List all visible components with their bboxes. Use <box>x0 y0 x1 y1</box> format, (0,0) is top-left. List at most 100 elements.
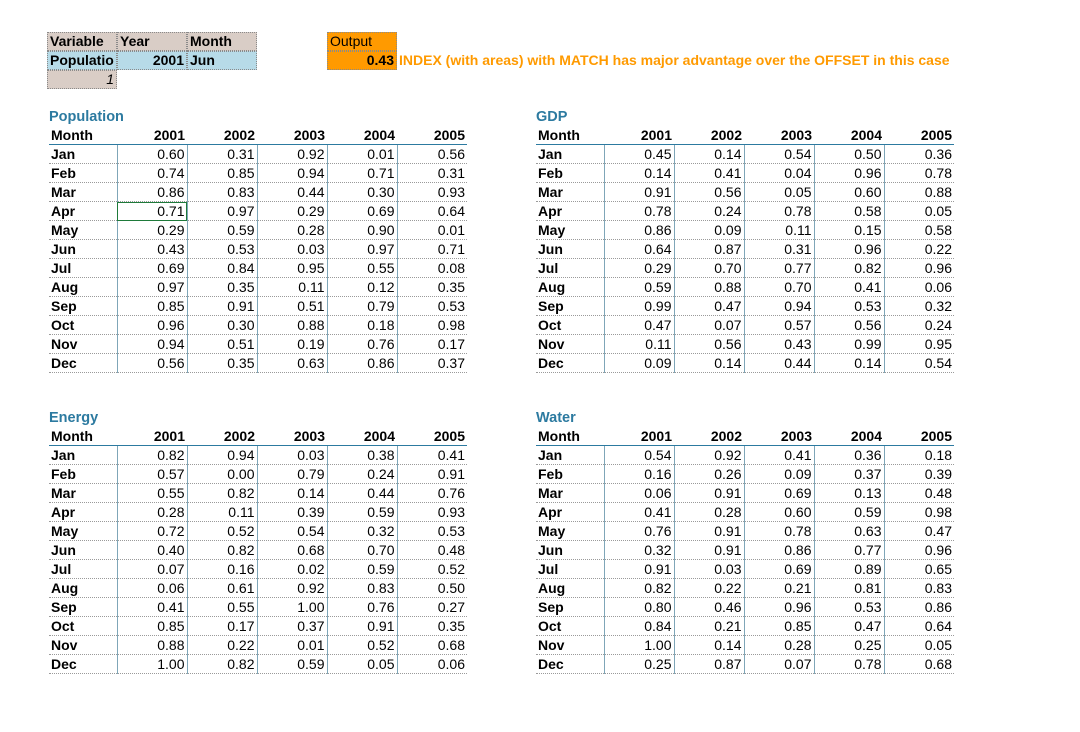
value-cell[interactable]: 0.56 <box>674 334 745 355</box>
month-cell[interactable]: Jul <box>536 258 605 279</box>
month-cell[interactable]: Aug <box>536 578 605 599</box>
month-cell[interactable]: Feb <box>536 464 605 485</box>
value-cell[interactable]: 0.88 <box>257 315 328 336</box>
value-cell[interactable]: 0.54 <box>884 353 954 374</box>
month-cell[interactable]: Feb <box>49 464 118 485</box>
value-cell[interactable]: 0.82 <box>187 483 258 504</box>
month-cell[interactable]: Oct <box>49 315 118 336</box>
value-cell[interactable]: 0.85 <box>744 616 815 637</box>
value-cell[interactable]: 0.14 <box>674 635 745 656</box>
value-cell[interactable]: 0.53 <box>187 239 258 260</box>
year-column-header[interactable]: 2001 <box>117 126 187 146</box>
value-cell[interactable]: 0.86 <box>327 353 398 374</box>
value-cell[interactable]: 0.99 <box>814 334 885 355</box>
value-cell[interactable]: 0.41 <box>744 445 815 466</box>
year-column-header[interactable]: 2004 <box>814 427 884 447</box>
value-cell[interactable]: 0.09 <box>674 220 745 241</box>
month-column-header[interactable]: Month <box>536 427 604 447</box>
value-cell[interactable]: 0.56 <box>117 353 188 374</box>
month-cell[interactable]: Jun <box>49 239 118 260</box>
month-cell[interactable]: Nov <box>49 635 118 656</box>
month-cell[interactable]: Feb <box>49 163 118 184</box>
value-cell[interactable]: 0.60 <box>814 182 885 203</box>
value-cell[interactable]: 0.38 <box>327 445 398 466</box>
month-cell[interactable]: Jan <box>49 445 118 466</box>
month-cell[interactable]: Oct <box>536 616 605 637</box>
value-cell[interactable]: 0.30 <box>327 182 398 203</box>
month-column-header[interactable]: Month <box>536 126 604 146</box>
month-cell[interactable]: Jan <box>49 144 118 165</box>
value-cell[interactable]: 0.28 <box>674 502 745 523</box>
month-column-header[interactable]: Month <box>49 126 117 146</box>
value-cell[interactable]: 0.99 <box>604 296 675 317</box>
value-cell[interactable]: 0.63 <box>814 521 885 542</box>
value-cell[interactable]: 0.89 <box>814 559 885 580</box>
value-cell[interactable]: 0.96 <box>744 597 815 618</box>
value-cell[interactable]: 0.35 <box>187 277 258 298</box>
value-cell[interactable]: 0.71 <box>397 239 467 260</box>
year-column-header[interactable]: 2002 <box>187 427 257 447</box>
value-cell[interactable]: 0.16 <box>604 464 675 485</box>
value-cell[interactable]: 0.24 <box>674 201 745 222</box>
value-cell[interactable]: 0.72 <box>117 521 188 542</box>
value-cell[interactable]: 0.16 <box>187 559 258 580</box>
month-cell[interactable]: Jul <box>49 559 118 580</box>
value-cell[interactable]: 0.88 <box>884 182 954 203</box>
value-cell[interactable]: 0.14 <box>674 353 745 374</box>
value-cell[interactable]: 0.78 <box>814 654 885 675</box>
value-cell[interactable]: 0.86 <box>604 220 675 241</box>
value-cell[interactable]: 0.60 <box>744 502 815 523</box>
year-column-header[interactable]: 2004 <box>814 126 884 146</box>
value-cell[interactable]: 1.00 <box>117 654 188 675</box>
value-cell[interactable]: 0.25 <box>814 635 885 656</box>
value-cell[interactable]: 0.02 <box>257 559 328 580</box>
value-cell[interactable]: 0.27 <box>397 597 467 618</box>
value-cell[interactable]: 0.83 <box>884 578 954 599</box>
value-cell[interactable]: 0.91 <box>604 559 675 580</box>
value-cell[interactable]: 0.64 <box>604 239 675 260</box>
month-cell[interactable]: Jul <box>49 258 118 279</box>
value-cell[interactable]: 0.07 <box>674 315 745 336</box>
value-cell[interactable]: 0.56 <box>397 144 467 165</box>
value-cell[interactable]: 0.70 <box>744 277 815 298</box>
month-header[interactable]: Month <box>187 32 257 51</box>
month-cell[interactable]: Dec <box>49 654 118 675</box>
value-cell[interactable]: 0.09 <box>604 353 675 374</box>
year-column-header[interactable]: 2002 <box>187 126 257 146</box>
month-cell[interactable]: Mar <box>536 483 605 504</box>
month-cell[interactable]: Apr <box>49 502 118 523</box>
value-cell[interactable]: 0.52 <box>397 559 467 580</box>
value-cell[interactable]: 0.77 <box>744 258 815 279</box>
value-cell[interactable]: 0.37 <box>257 616 328 637</box>
value-cell[interactable]: 0.85 <box>117 616 188 637</box>
value-cell[interactable]: 0.22 <box>674 578 745 599</box>
value-cell[interactable]: 0.59 <box>327 502 398 523</box>
value-cell[interactable]: 0.08 <box>397 258 467 279</box>
value-cell[interactable]: 0.18 <box>884 445 954 466</box>
value-cell[interactable]: 0.14 <box>257 483 328 504</box>
value-cell[interactable]: 0.86 <box>744 540 815 561</box>
value-cell[interactable]: 0.91 <box>327 616 398 637</box>
month-cell[interactable]: Dec <box>536 353 605 374</box>
year-column-header[interactable]: 2001 <box>117 427 187 447</box>
value-cell[interactable]: 0.29 <box>117 220 188 241</box>
month-cell[interactable]: Mar <box>49 182 118 203</box>
month-cell[interactable]: Aug <box>49 578 118 599</box>
value-cell[interactable]: 0.55 <box>117 483 188 504</box>
value-cell[interactable]: 0.88 <box>117 635 188 656</box>
value-cell[interactable]: 0.91 <box>674 483 745 504</box>
year-column-header[interactable]: 2005 <box>397 126 467 146</box>
value-cell[interactable]: 0.59 <box>814 502 885 523</box>
month-cell[interactable]: Mar <box>536 182 605 203</box>
value-cell[interactable]: 0.19 <box>257 334 328 355</box>
value-cell[interactable]: 0.09 <box>744 464 815 485</box>
value-cell[interactable]: 0.36 <box>884 144 954 165</box>
value-cell[interactable]: 0.11 <box>187 502 258 523</box>
value-cell[interactable]: 0.24 <box>884 315 954 336</box>
value-cell[interactable]: 0.78 <box>744 521 815 542</box>
value-cell[interactable]: 0.03 <box>257 445 328 466</box>
value-cell[interactable]: 0.05 <box>327 654 398 675</box>
value-cell[interactable]: 0.85 <box>187 163 258 184</box>
value-cell[interactable]: 1.00 <box>257 597 328 618</box>
value-cell[interactable]: 1.00 <box>604 635 675 656</box>
